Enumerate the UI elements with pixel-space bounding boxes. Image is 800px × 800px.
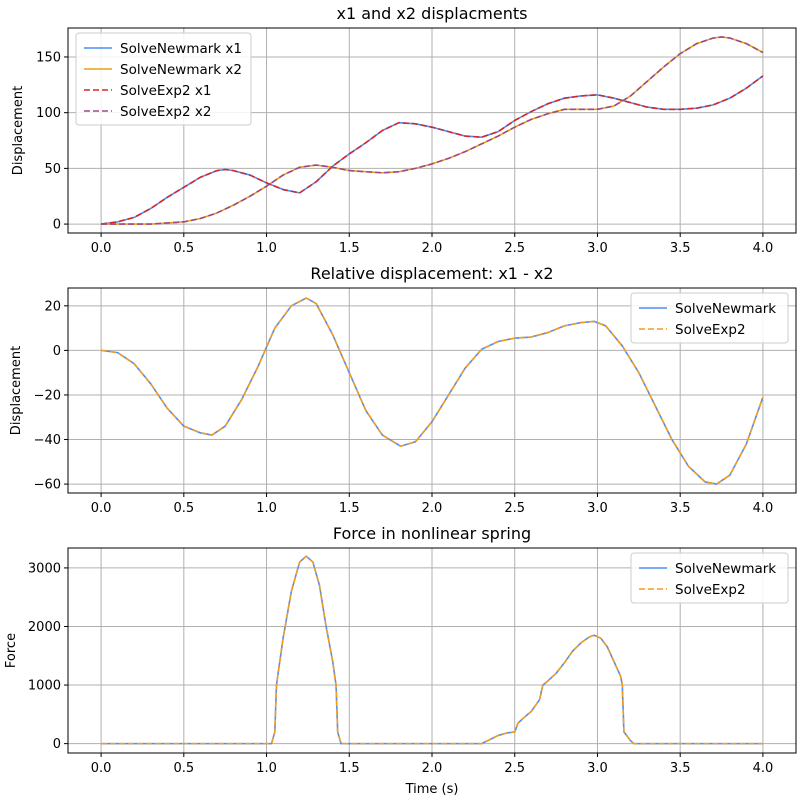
legend-label: SolveExp2 [675, 582, 746, 598]
series-line-2 [101, 555, 763, 745]
x-tick-label: 0.0 [91, 501, 112, 516]
y-tick-label: 0 [53, 218, 61, 233]
legend-box [75, 32, 252, 126]
legend-label: SolveNewmark [675, 301, 776, 317]
series-line-2 [100, 297, 764, 485]
x-tick-label: 2.0 [422, 241, 443, 256]
x-tick-label: 1.0 [256, 761, 277, 776]
y-tick-label: 2000 [28, 620, 61, 635]
legend-box [630, 292, 789, 344]
subplot-2: 0.0 0.5 1.0 1.5 2.0 2.5 3.0 3.5 4.0 −60 −40 −20 0 20 R… [9, 264, 797, 516]
legend-label: SolveExp2 x1 [120, 83, 211, 99]
y-tick-label: 0 [53, 737, 61, 752]
x-tick-label: 0.5 [173, 761, 194, 776]
legend-label: SolveNewmark x1 [120, 41, 242, 57]
x-tick-label: 3.5 [670, 501, 691, 516]
x-tick-label: 2.0 [422, 761, 443, 776]
y-tick-label: −40 [34, 433, 61, 448]
x-axis-label: Time (s) [405, 782, 459, 797]
legend-label: SolveNewmark [675, 561, 776, 577]
x-tick-label: 0.0 [91, 241, 112, 256]
legend: SolveNewmark SolveExp2 [630, 292, 789, 344]
y-tick-label: 50 [44, 162, 61, 177]
x-tick-label: 1.5 [339, 241, 360, 256]
y-tick-label: −20 [34, 388, 61, 403]
subplot-3: 0.0 0.5 1.0 1.5 2.0 2.5 3.0 3.5 4.0 0 1000 2000 3000… [4, 524, 797, 797]
x-tick-label: 4.0 [753, 761, 774, 776]
y-tick-label: 1000 [28, 679, 61, 694]
y-tick-label: −60 [34, 478, 61, 493]
x-tick-label: 2.0 [422, 501, 443, 516]
y-tick-label: 0 [53, 344, 61, 359]
legend: SolveNewmark SolveExp2 [630, 552, 789, 604]
subplot-1: 0.0 0.5 1.0 1.5 2.0 2.5 3.0 3.5 4.0 0 50 100 150 x1 a… [11, 4, 797, 256]
series-line-3 [100, 75, 764, 225]
y-tick-label: 100 [36, 106, 61, 121]
x-tick-label: 3.5 [670, 241, 691, 256]
series-line-4 [101, 36, 764, 225]
x-tick-label: 4.0 [753, 241, 774, 256]
x-tick-label: 4.0 [753, 501, 774, 516]
x-tick-label: 1.0 [256, 241, 277, 256]
x-tick-label: 2.5 [504, 241, 525, 256]
x-tick-label: 0.5 [173, 241, 194, 256]
y-tick-label: 150 [36, 50, 61, 65]
legend-label: SolveNewmark x2 [120, 62, 242, 78]
x-tick-label: 0.5 [173, 501, 194, 516]
x-tick-label: 0.0 [91, 761, 112, 776]
y-axis-label: Displacement [9, 346, 24, 435]
x-tick-label: 2.5 [504, 761, 525, 776]
y-axis-label: Displacement [11, 86, 26, 175]
legend-label: SolveExp2 x2 [120, 104, 211, 120]
x-tick-label: 1.0 [256, 501, 277, 516]
chart-title: Relative displacement: x1 - x2 [310, 264, 553, 283]
legend: SolveNewmark x1 SolveNewmark x2 SolveExp2 … [75, 32, 252, 126]
x-tick-label: 3.0 [587, 241, 608, 256]
x-tick-label: 1.5 [339, 501, 360, 516]
x-tick-label: 2.5 [504, 501, 525, 516]
legend-label: SolveExp2 [675, 322, 746, 338]
x-tick-label: 3.5 [670, 761, 691, 776]
x-tick-label: 3.0 [587, 761, 608, 776]
y-axis-label: Force [4, 633, 19, 668]
legend-box [630, 552, 789, 604]
chart-title: Force in nonlinear spring [333, 524, 531, 543]
chart-title: x1 and x2 displacments [337, 4, 528, 23]
x-tick-label: 1.5 [339, 761, 360, 776]
x-tick-label: 3.0 [587, 501, 608, 516]
y-tick-label: 3000 [28, 561, 61, 576]
y-tick-label: 20 [44, 299, 61, 314]
